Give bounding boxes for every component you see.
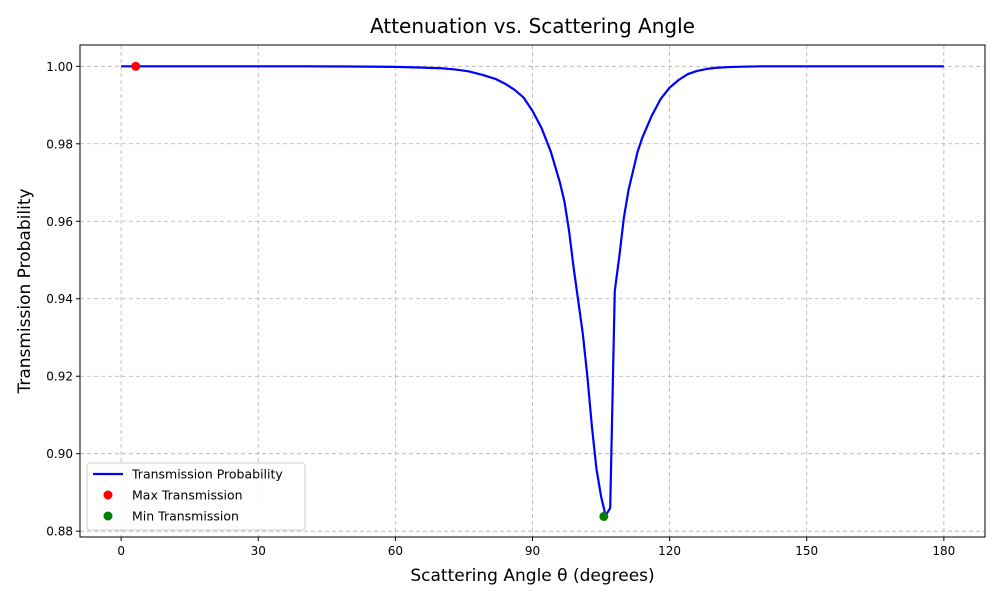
- legend: Transmission Probability Max Transmission…: [86, 462, 306, 531]
- min-transmission-point: [599, 511, 609, 521]
- x-tick-label: 120: [658, 544, 681, 558]
- legend-marker-swatch: [103, 511, 113, 521]
- plot-series: [121, 61, 944, 521]
- x-tick-label: 60: [388, 544, 403, 558]
- x-tick-label: 90: [525, 544, 540, 558]
- y-tick-label: 0.92: [46, 370, 73, 384]
- max-transmission-point: [131, 61, 141, 71]
- x-tick-label: 150: [795, 544, 818, 558]
- x-tick-label: 180: [932, 544, 955, 558]
- legend-label: Max Transmission: [132, 488, 243, 503]
- x-axis-ticks: 0 30 60 90 120 150 180: [117, 537, 955, 558]
- y-axis-ticks: 0.88 0.90 0.92 0.94 0.96 0.98 1.00: [46, 60, 80, 539]
- y-tick-label: 0.98: [46, 137, 73, 151]
- y-axis-label: Transmission Probability: [15, 188, 35, 394]
- x-tick-label: 30: [251, 544, 266, 558]
- y-tick-label: 0.96: [46, 215, 73, 229]
- y-tick-label: 0.90: [46, 447, 73, 461]
- series-line-transmission-probability: [121, 65, 944, 517]
- legend-box: [86, 462, 306, 531]
- chart-title: Attenuation vs. Scattering Angle: [370, 14, 695, 38]
- legend-label: Transmission Probability: [131, 467, 283, 482]
- legend-label: Min Transmission: [132, 509, 239, 524]
- x-axis-label: Scattering Angle θ (degrees): [410, 566, 654, 586]
- legend-marker-swatch: [103, 490, 113, 500]
- y-tick-label: 0.94: [46, 292, 73, 306]
- x-tick-label: 0: [117, 544, 125, 558]
- y-tick-label: 1.00: [46, 60, 73, 74]
- y-tick-label: 0.88: [46, 525, 73, 539]
